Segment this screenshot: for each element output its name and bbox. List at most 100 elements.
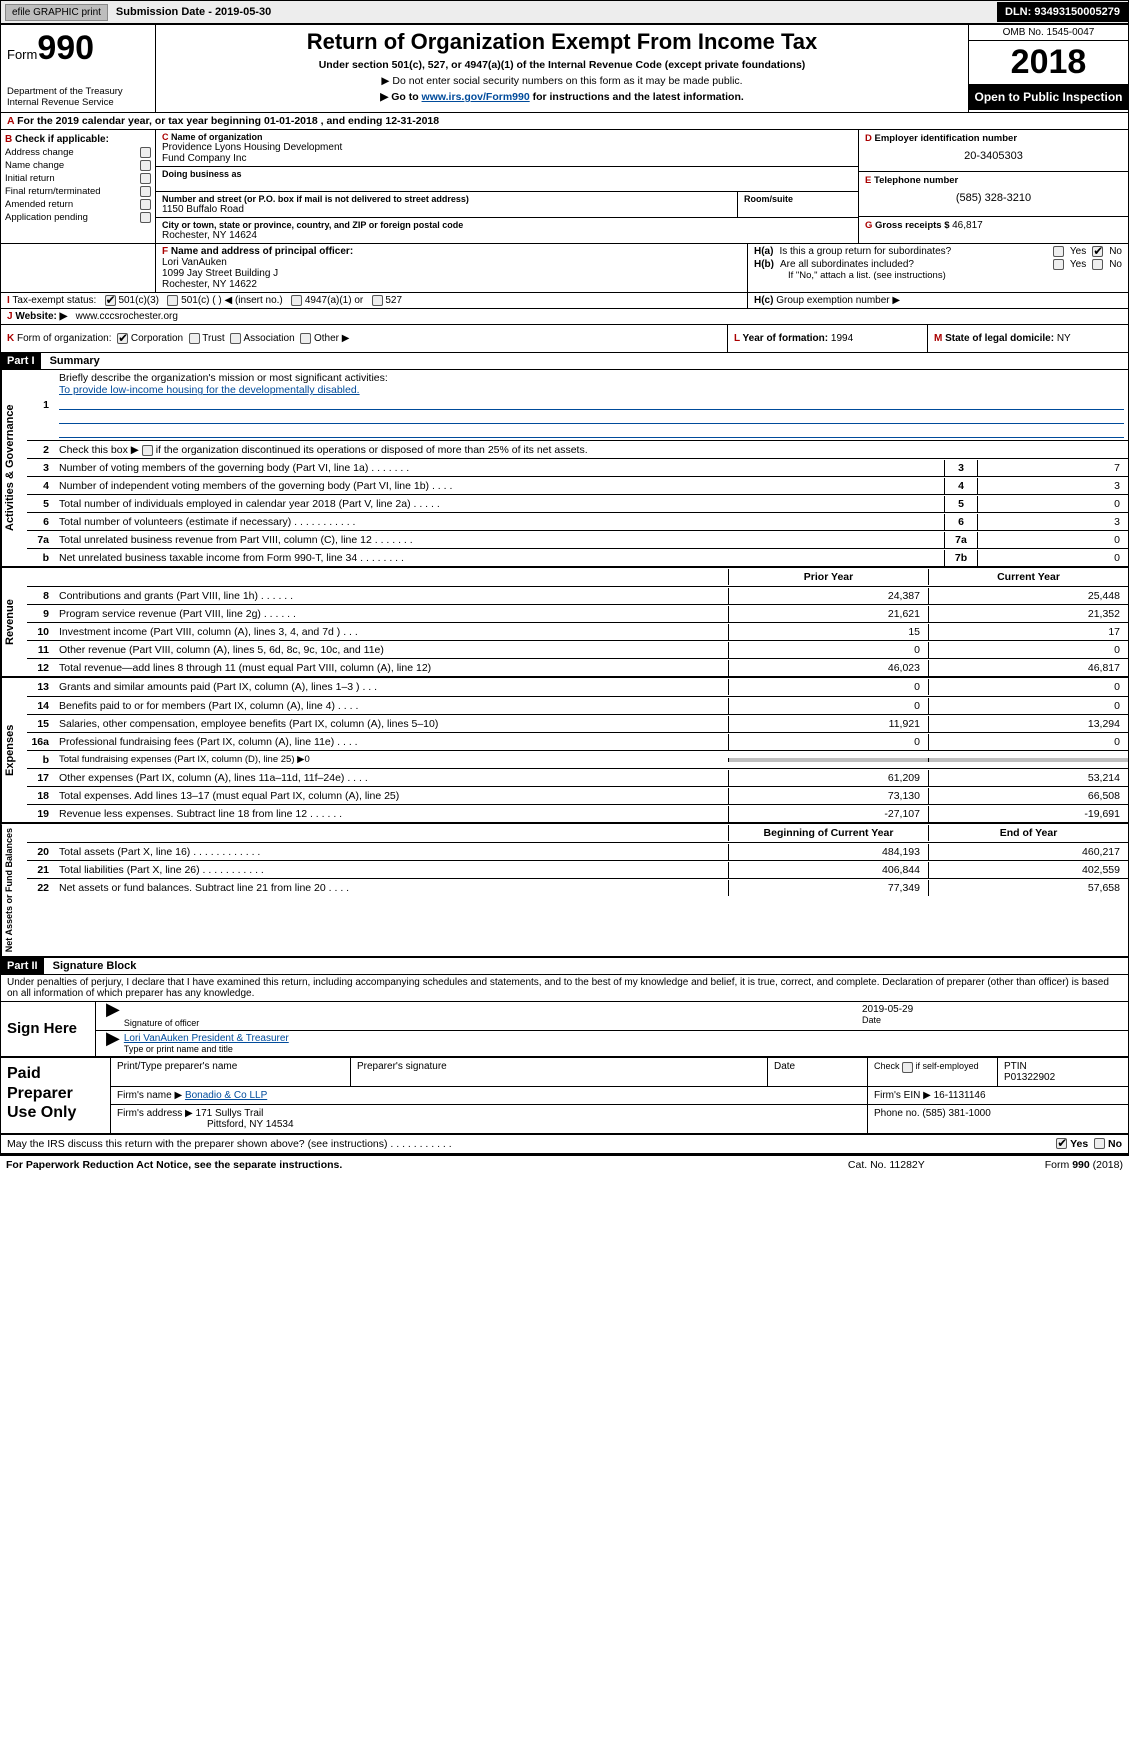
end-year-hdr: End of Year — [928, 825, 1128, 841]
sig-date: 2019-05-29 — [862, 1004, 1122, 1015]
col-de: D Employer identification number 20-3405… — [858, 130, 1128, 243]
firm-addr1: 171 Sullys Trail — [196, 1108, 264, 1119]
officer-name-link[interactable]: Lori VanAuken President & Treasurer — [124, 1033, 289, 1044]
dln-label: DLN: 93493150005279 — [997, 2, 1128, 22]
sign-here-block: Sign Here ▶ Signature of officer 2019-05… — [1, 1002, 1128, 1056]
colb-text: Final return/terminated — [5, 186, 136, 197]
firm-name-label: Firm's name ▶ — [117, 1090, 182, 1101]
summary-line: 7aTotal unrelated business revenue from … — [27, 530, 1128, 548]
other-checkbox[interactable] — [300, 333, 311, 344]
colb-text: Amended return — [5, 199, 136, 210]
omb-number: OMB No. 1545-0047 — [969, 25, 1128, 41]
summary-line: 3Number of voting members of the governi… — [27, 458, 1128, 476]
summary-line: 18Total expenses. Add lines 13–17 (must … — [27, 786, 1128, 804]
501c3-checkbox[interactable] — [105, 295, 116, 306]
summary-line: 13Grants and similar amounts paid (Part … — [27, 678, 1128, 696]
discuss-yes-checkbox[interactable] — [1056, 1138, 1067, 1149]
footer-cat: Cat. No. 11282Y — [848, 1159, 925, 1171]
colb-checkbox[interactable] — [140, 199, 151, 210]
form-number-block: Form990 Department of the Treasury Inter… — [1, 25, 156, 112]
org-name-line2: Fund Company Inc — [162, 153, 852, 164]
phone-value: (585) 328-3210 — [865, 186, 1122, 204]
officer-name: Lori VanAuken — [162, 257, 741, 268]
501c-checkbox[interactable] — [167, 295, 178, 306]
colb-text: Name change — [5, 160, 136, 171]
summary-line: 16aProfessional fundraising fees (Part I… — [27, 732, 1128, 750]
trust-checkbox[interactable] — [189, 333, 200, 344]
assoc-checkbox[interactable] — [230, 333, 241, 344]
4947-checkbox[interactable] — [291, 295, 302, 306]
governance-tab: Activities & Governance — [1, 370, 27, 566]
row-i: I Tax-exempt status: 501(c)(3) 501(c) ( … — [1, 293, 1128, 309]
efile-graphic-button[interactable]: efile GRAPHIC print — [5, 4, 108, 21]
colb-text: Address change — [5, 147, 136, 158]
summary-line: 14Benefits paid to or for members (Part … — [27, 696, 1128, 714]
footer-form: Form 990 (2018) — [1045, 1159, 1123, 1171]
hb-note: If "No," attach a list. (see instruction… — [788, 270, 1122, 281]
sign-arrow-icon-2: ▶ — [102, 1033, 124, 1054]
colb-checkbox[interactable] — [140, 160, 151, 171]
tax-year: 2018 — [969, 41, 1128, 84]
officer-addr1: 1099 Jay Street Building J — [162, 268, 741, 279]
ha-yes-checkbox[interactable] — [1053, 246, 1064, 257]
summary-line: 8Contributions and grants (Part VIII, li… — [27, 586, 1128, 604]
ptin-label: PTIN — [1004, 1061, 1122, 1072]
room-label: Room/suite — [744, 194, 852, 204]
current-year-hdr: Current Year — [928, 569, 1128, 585]
part-i-header: Part I Summary — [1, 353, 1128, 370]
mission-link[interactable]: To provide low-income housing for the de… — [59, 384, 360, 396]
colb-item: Address change — [5, 147, 151, 158]
form-prefix: Form — [7, 47, 37, 62]
hb-yes-checkbox[interactable] — [1053, 259, 1064, 270]
dba-label: Doing business as — [162, 169, 852, 179]
colb-checkbox[interactable] — [140, 186, 151, 197]
colb-checkbox[interactable] — [140, 147, 151, 158]
preparer-sig-hdr: Preparer's signature — [351, 1058, 768, 1086]
firm-ein-value: 16-1131146 — [934, 1090, 986, 1101]
city-value: Rochester, NY 14624 — [162, 230, 852, 241]
line2-checkbox[interactable] — [142, 445, 153, 456]
summary-line: 4Number of independent voting members of… — [27, 476, 1128, 494]
hc-text: Group exemption number ▶ — [776, 295, 900, 306]
form990-link[interactable]: www.irs.gov/Form990 — [422, 91, 530, 103]
summary-netassets: Net Assets or Fund Balances Beginning of… — [1, 824, 1128, 958]
colb-checkbox[interactable] — [140, 173, 151, 184]
summary-line: 12Total revenue—add lines 8 through 11 (… — [27, 658, 1128, 676]
summary-line: 15Salaries, other compensation, employee… — [27, 714, 1128, 732]
corp-checkbox[interactable] — [117, 333, 128, 344]
officer-addr2: Rochester, NY 14622 — [162, 279, 741, 290]
expenses-tab: Expenses — [1, 678, 27, 822]
ha-no-checkbox[interactable] — [1092, 246, 1103, 257]
preparer-name-hdr: Print/Type preparer's name — [111, 1058, 351, 1086]
page-footer: For Paperwork Reduction Act Notice, see … — [0, 1156, 1129, 1174]
state-domicile: NY — [1057, 333, 1071, 344]
form-header: Form990 Department of the Treasury Inter… — [1, 25, 1128, 113]
self-employed-checkbox[interactable] — [902, 1062, 913, 1073]
netassets-tab: Net Assets or Fund Balances — [1, 824, 27, 956]
part-ii-header: Part II Signature Block — [1, 958, 1128, 975]
street-label: Number and street (or P.O. box if mail i… — [162, 194, 731, 204]
firm-addr-label: Firm's address ▶ — [117, 1108, 193, 1119]
ha-label: H(a) — [754, 246, 773, 257]
section-bcdeg: B B Check if applicable:Check if applica… — [1, 130, 1128, 244]
summary-revenue: Revenue Prior Year Current Year 8Contrib… — [1, 568, 1128, 678]
firm-name-link[interactable]: Bonadio & Co LLP — [185, 1090, 267, 1101]
open-to-public: Open to Public Inspection — [969, 84, 1128, 110]
form-subtitle3: ▶ Go to www.irs.gov/Form990 for instruct… — [164, 91, 960, 103]
hb-no-checkbox[interactable] — [1092, 259, 1103, 270]
firm-ein-label: Firm's EIN ▶ — [874, 1090, 931, 1101]
527-checkbox[interactable] — [372, 295, 383, 306]
sig-date-label: Date — [862, 1015, 1122, 1025]
summary-line: 21Total liabilities (Part X, line 26) . … — [27, 860, 1128, 878]
discuss-no-checkbox[interactable] — [1094, 1138, 1105, 1149]
form-subtitle1: Under section 501(c), 527, or 4947(a)(1)… — [164, 59, 960, 71]
form-number: 990 — [37, 29, 94, 67]
efile-topbar: efile GRAPHIC print Submission Date - 20… — [0, 0, 1129, 24]
submission-date: Submission Date - 2019-05-30 — [112, 6, 275, 18]
hb-text: Are all subordinates included? — [780, 259, 1047, 270]
sign-arrow-icon: ▶ — [102, 1004, 124, 1028]
colb-item: Name change — [5, 160, 151, 171]
preparer-date-hdr: Date — [768, 1058, 868, 1086]
paid-preparer-label: Paid Preparer Use Only — [1, 1058, 111, 1133]
colb-checkbox[interactable] — [140, 212, 151, 223]
